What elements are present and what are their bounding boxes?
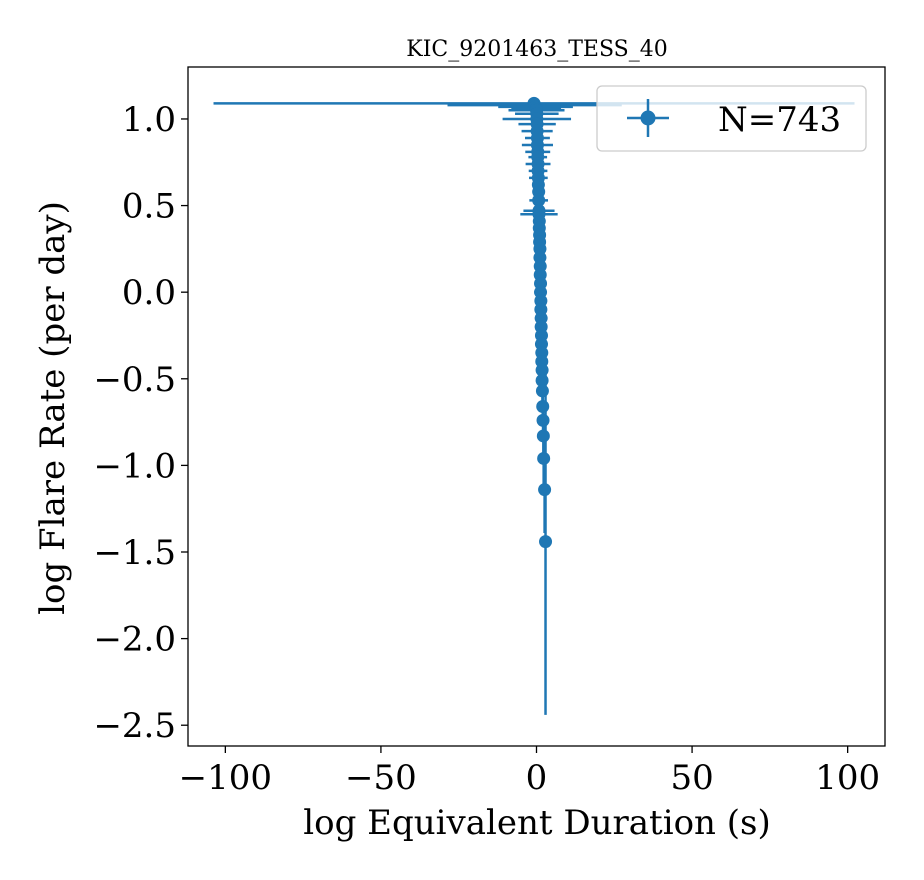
y-tick-label: −1.0 xyxy=(93,446,176,486)
legend-marker-dot xyxy=(640,110,656,126)
y-tick-label: 1.0 xyxy=(122,100,176,140)
x-tick-label: 0 xyxy=(526,758,548,798)
data-point xyxy=(536,400,550,413)
y-tick-label: −0.5 xyxy=(93,360,176,400)
legend-box xyxy=(596,85,867,152)
data-point xyxy=(535,384,549,398)
legend-label: N=743 xyxy=(718,100,841,140)
x-axis: −100 −50 0 50 100 xyxy=(179,746,880,798)
y-tick-label: −2.5 xyxy=(93,706,176,746)
plot-data-layer xyxy=(213,96,855,715)
data-point xyxy=(537,451,551,465)
data-point xyxy=(539,535,553,549)
x-tick-label: −50 xyxy=(345,758,417,798)
x-tick-label: 100 xyxy=(815,758,880,798)
data-point xyxy=(535,363,549,377)
y-tick-label: 0.5 xyxy=(122,187,176,227)
legend: N=743 xyxy=(596,85,867,152)
x-tick-label: −100 xyxy=(179,758,272,798)
y-axis-label: log Flare Rate (per day) xyxy=(33,201,73,615)
data-point xyxy=(532,193,546,207)
x-axis-label: log Equivalent Duration (s) xyxy=(303,803,770,843)
data-point xyxy=(536,429,550,443)
data-point xyxy=(535,374,549,388)
y-axis: 1.0 0.5 0.0 −0.5 −1.0 −1.5 −2.0 −2.5 xyxy=(93,100,188,746)
y-tick-label: 0.0 xyxy=(122,273,176,313)
data-point xyxy=(538,483,552,497)
y-tick-label: −2.0 xyxy=(93,620,176,660)
data-point xyxy=(536,413,550,427)
y-tick-label: −1.5 xyxy=(93,533,176,573)
chart-title: KIC_9201463_TESS_40 xyxy=(406,37,667,62)
x-tick-label: 50 xyxy=(670,758,713,798)
